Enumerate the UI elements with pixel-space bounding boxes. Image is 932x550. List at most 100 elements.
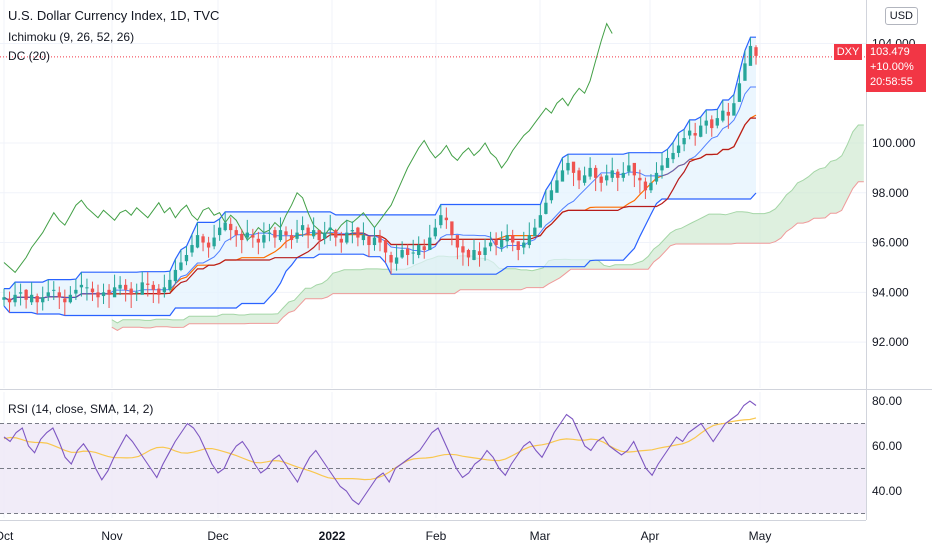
time-axis[interactable]: Oct Nov Dec 2022 Feb Mar Apr May — [0, 529, 771, 543]
candle-body — [295, 232, 299, 239]
candle-body — [472, 250, 476, 260]
candle-body — [632, 162, 637, 176]
candle-body — [112, 287, 117, 298]
candle-body — [361, 235, 366, 241]
candle-body — [245, 232, 249, 238]
donchian-upper — [4, 36, 756, 290]
price-axis[interactable]: 92.00094.00096.00098.000100.000104.00040… — [872, 36, 916, 498]
candle-body — [300, 225, 305, 231]
candle-body — [715, 118, 719, 126]
candle-body — [179, 262, 183, 270]
price-tick-label: 94.000 — [872, 285, 909, 299]
candle-body — [74, 289, 78, 294]
candle-body — [422, 246, 426, 251]
currency-button[interactable]: USD — [884, 7, 918, 25]
candle-body — [417, 245, 421, 255]
candle-body — [555, 180, 559, 193]
candle-body — [599, 176, 603, 183]
rsi-tick-label: 80.00 — [872, 394, 902, 408]
candle-body — [190, 245, 194, 253]
candle-body — [621, 172, 625, 178]
candle-body — [433, 227, 437, 237]
candle-body — [68, 294, 73, 303]
candle-body — [527, 235, 531, 246]
candle-body — [317, 230, 321, 241]
candle-body — [2, 297, 6, 300]
candle-body — [693, 133, 697, 136]
candle-body — [129, 288, 133, 295]
candle-body — [367, 236, 371, 246]
candle-body — [439, 215, 443, 226]
candle-body — [483, 247, 487, 255]
candle-body — [643, 181, 648, 191]
last-price-label: 103.479 +10.00% 20:58:55 — [866, 44, 926, 92]
candle-body — [146, 283, 150, 285]
rsi-legend[interactable]: RSI (14, close, SMA, 14, 2) — [8, 402, 154, 416]
candle-body — [754, 47, 758, 56]
candle-body — [593, 167, 598, 178]
candle-body — [123, 284, 128, 290]
candle-body — [378, 236, 382, 243]
candle-body — [616, 171, 620, 178]
candle-body — [533, 227, 537, 237]
rsi-pane — [0, 400, 866, 514]
candle-body — [251, 235, 255, 238]
candle-body — [85, 287, 89, 289]
candle-body — [566, 162, 570, 171]
candle-body — [13, 294, 17, 303]
time-tick-label: Mar — [530, 529, 551, 543]
candle-body — [284, 231, 288, 236]
candle-body — [7, 298, 12, 303]
candle-body — [46, 292, 50, 297]
candle-body — [405, 248, 410, 255]
candle-body — [350, 230, 355, 232]
price-tick-label: 92.000 — [872, 335, 909, 349]
candle-body — [710, 119, 714, 129]
time-tick-label: Feb — [426, 529, 447, 543]
candle-body — [455, 235, 460, 248]
candle-body — [107, 289, 111, 295]
ichimoku-legend[interactable]: Ichimoku (9, 26, 52, 26) — [8, 30, 135, 44]
candle-body — [538, 215, 543, 228]
candle-body — [466, 250, 471, 258]
chart-title[interactable]: U.S. Dollar Currency Index, 1D, TVC — [8, 8, 220, 23]
candle-body — [168, 279, 172, 290]
time-tick-label: Dec — [207, 529, 228, 543]
candle-body — [721, 110, 725, 121]
time-tick-label: 2022 — [319, 529, 346, 543]
candle-body — [256, 238, 261, 243]
candle-body — [450, 221, 454, 236]
price-tick-label: 96.000 — [872, 236, 909, 250]
candle-body — [743, 63, 747, 81]
candle-body — [676, 145, 681, 153]
candle-body — [118, 284, 122, 289]
candle-body — [665, 157, 670, 168]
candle-body — [135, 292, 139, 294]
candle-body — [505, 235, 509, 242]
time-tick-label: Oct — [0, 529, 14, 543]
candle-body — [157, 288, 161, 295]
candle-body — [356, 227, 360, 238]
candle-body — [234, 230, 238, 236]
candle-body — [184, 254, 189, 262]
candle-body — [212, 237, 216, 247]
candle-body — [704, 120, 708, 126]
candle-body — [411, 252, 415, 254]
candle-body — [582, 175, 587, 183]
candle-body — [195, 235, 200, 248]
candle-body — [323, 232, 327, 239]
candle-body — [306, 227, 310, 236]
bar-countdown: 20:58:55 — [870, 76, 913, 88]
candle-body — [339, 238, 343, 243]
donchian-legend[interactable]: DC (20) — [8, 49, 51, 63]
candle-body — [682, 138, 686, 145]
candle-body — [660, 165, 664, 171]
candle-body — [671, 152, 675, 160]
ichimoku-leading-span-b — [111, 181, 864, 331]
candle-body — [240, 233, 244, 241]
candle-body — [499, 240, 504, 248]
candle-body — [151, 284, 155, 290]
candle-body — [201, 236, 205, 243]
candle-body — [577, 170, 581, 181]
